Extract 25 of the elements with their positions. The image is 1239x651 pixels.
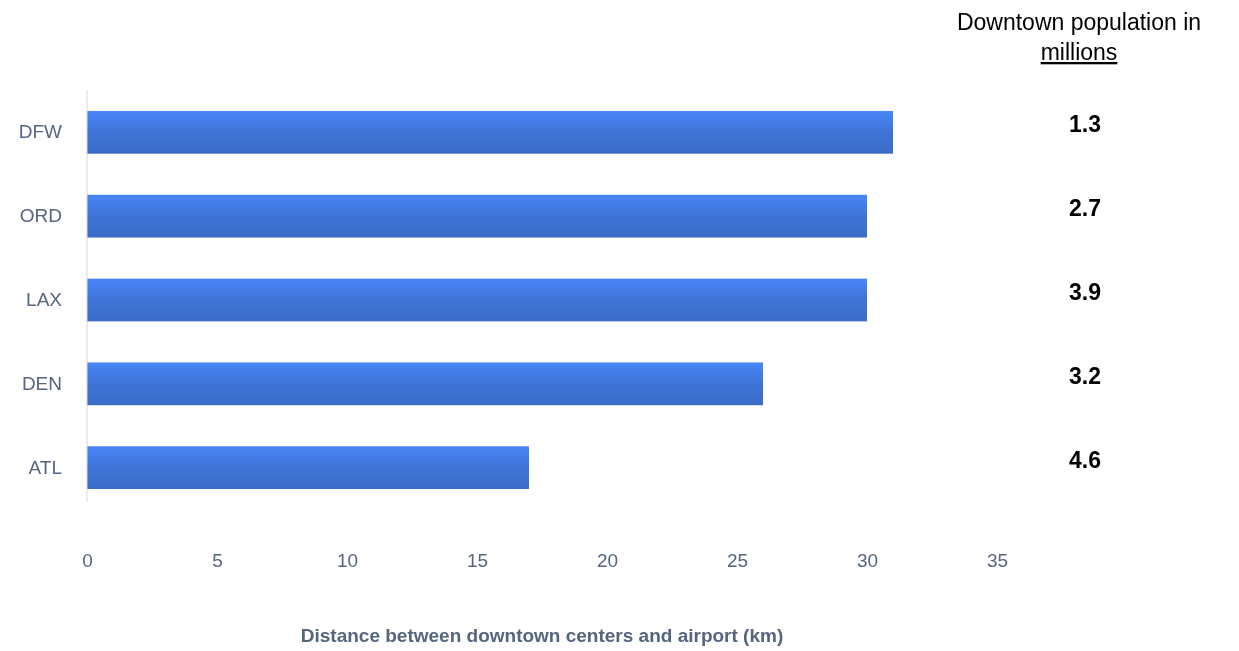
x-tick-label: 35 [986, 549, 1009, 571]
x-tick-label: 30 [856, 549, 879, 571]
y-tick-label: LAX [26, 289, 63, 311]
y-tick-label: ATL [28, 456, 62, 478]
x-tick-label: 15 [466, 549, 489, 571]
bar [87, 278, 867, 322]
x-tick-label: 25 [726, 549, 749, 571]
text: 4.6 [1069, 446, 1101, 473]
y-tick-label: DFW [18, 121, 63, 143]
bar [87, 362, 763, 406]
y-tick-label: ORD [19, 205, 62, 227]
text: 3.2 [1069, 362, 1101, 389]
y-tick-label: DEN [21, 372, 62, 394]
bar [87, 110, 893, 154]
x-tick-label: 10 [336, 549, 359, 571]
x-tick-label: 20 [596, 549, 619, 571]
x-tick-label: 5 [212, 549, 223, 571]
text: 3.9 [1069, 279, 1101, 306]
text: 1.3 [1069, 111, 1101, 138]
x-axis-title: Distance between downtown centers and airport (km) [300, 625, 784, 646]
x-tick-label: 0 [82, 549, 93, 571]
bar [87, 194, 867, 238]
bar [87, 446, 529, 490]
text: Downtown population in millions [956, 9, 1202, 65]
text: 2.7 [1069, 195, 1101, 222]
